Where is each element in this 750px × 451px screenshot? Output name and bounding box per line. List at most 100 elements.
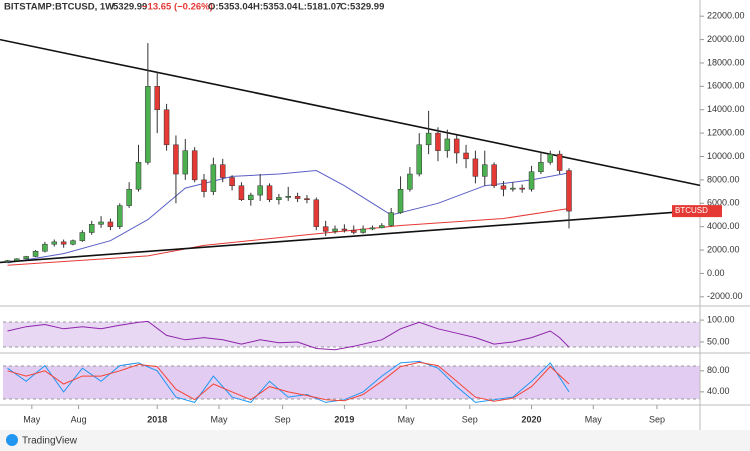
y-tick-label: 4000.00 bbox=[707, 221, 740, 231]
candle-body bbox=[276, 197, 282, 201]
candle-body bbox=[566, 170, 572, 212]
candle-body bbox=[32, 250, 39, 257]
y-tick-label: 18000.00 bbox=[707, 57, 745, 67]
candle-body bbox=[285, 196, 291, 198]
x-tick-label: Aug bbox=[71, 414, 87, 424]
candle-body bbox=[173, 144, 179, 175]
candle-body bbox=[379, 225, 385, 229]
stoch-tick-label: 40.00 bbox=[707, 386, 730, 396]
header-change: −13.65 (−0.26%) bbox=[142, 2, 213, 13]
y-tick-label: 22000.00 bbox=[707, 11, 745, 21]
y-tick-label: 12000.00 bbox=[707, 127, 745, 137]
candle-body bbox=[51, 241, 58, 245]
candle-body bbox=[313, 199, 320, 227]
x-tick-label: 2019 bbox=[334, 414, 354, 424]
header-close: C:5329.99 bbox=[340, 2, 384, 13]
rsi-tick-label: 50.00 bbox=[707, 336, 730, 346]
x-tick-label: Sep bbox=[649, 414, 665, 424]
candle-body bbox=[407, 173, 413, 190]
candle-body bbox=[397, 188, 404, 213]
stoch-line bbox=[7, 360, 570, 403]
header-low: L:5181.07 bbox=[298, 2, 341, 13]
candle-body bbox=[257, 185, 263, 196]
candle-body bbox=[79, 232, 86, 241]
stoch-band bbox=[3, 366, 700, 399]
candle-body bbox=[60, 241, 67, 245]
candle-body bbox=[201, 179, 207, 192]
candle-body bbox=[519, 187, 525, 190]
rsi-tick-label: 100.00 bbox=[707, 314, 735, 324]
y-tick-label: 0.00 bbox=[707, 268, 725, 278]
candle-body bbox=[117, 205, 123, 227]
candle-body bbox=[556, 153, 563, 171]
candle-body bbox=[70, 240, 76, 245]
candle-body bbox=[98, 221, 104, 225]
candle-body bbox=[453, 138, 460, 154]
y-tick-label: 6000.00 bbox=[707, 198, 740, 208]
header-high: H:5353.04 bbox=[253, 2, 298, 13]
candle-body bbox=[163, 109, 170, 146]
candle-body bbox=[360, 228, 366, 233]
header-symbol: BITSTAMP:BTCUSD, 1W bbox=[4, 2, 114, 13]
y-tick-label: 10000.00 bbox=[707, 151, 745, 161]
x-tick-label: May bbox=[398, 414, 416, 424]
y-tick-label: -2000.00 bbox=[707, 291, 743, 301]
candle-body bbox=[472, 158, 479, 177]
header: BITSTAMP:BTCUSD, 1W 5329.99 −13.65 (−0.2… bbox=[4, 2, 384, 13]
candle-body bbox=[444, 138, 451, 151]
candle-body bbox=[416, 144, 423, 175]
candle-body bbox=[266, 185, 273, 201]
candle-body bbox=[88, 224, 95, 233]
x-tick-label: May bbox=[210, 414, 228, 424]
candle-body bbox=[14, 258, 20, 261]
candle-body bbox=[182, 150, 189, 175]
y-tick-label: 16000.00 bbox=[707, 81, 745, 91]
stoch-line bbox=[7, 361, 570, 402]
y-tick-label: 2000.00 bbox=[707, 244, 740, 254]
y-tick-label: 20000.00 bbox=[707, 34, 745, 44]
candle-body bbox=[4, 260, 11, 262]
header-last: 5329.99 bbox=[113, 2, 147, 13]
stoch-tick-label: 80.00 bbox=[707, 365, 730, 375]
candle-body bbox=[341, 228, 348, 231]
candle-body bbox=[425, 132, 432, 146]
x-tick-label: May bbox=[585, 414, 603, 424]
candle-body bbox=[191, 150, 198, 181]
candle-body bbox=[491, 164, 497, 186]
footer-bar bbox=[0, 430, 750, 451]
candle-body bbox=[145, 86, 151, 163]
candle-body bbox=[229, 177, 235, 186]
candle-body bbox=[322, 226, 329, 232]
price-label: BTCUSD bbox=[675, 206, 708, 215]
candle-body bbox=[538, 162, 544, 172]
rsi-line bbox=[7, 320, 570, 351]
x-tick-label: Sep bbox=[462, 414, 478, 424]
candle-body bbox=[369, 227, 376, 230]
candle-body bbox=[435, 132, 441, 151]
candle-body bbox=[304, 198, 310, 201]
brand: TradingView bbox=[22, 436, 78, 447]
candle-body bbox=[500, 185, 507, 190]
candle-body bbox=[510, 187, 516, 190]
y-tick-label: 8000.00 bbox=[707, 174, 740, 184]
candle-body bbox=[463, 152, 469, 160]
moving-average bbox=[7, 169, 570, 264]
trendline bbox=[0, 38, 701, 187]
candle-body bbox=[248, 194, 254, 201]
candle-body bbox=[294, 196, 301, 199]
candle-body bbox=[350, 229, 357, 233]
brand-logo bbox=[6, 434, 18, 446]
x-tick-label: 2018 bbox=[147, 414, 167, 424]
candle-body bbox=[210, 164, 217, 192]
candle-body bbox=[135, 162, 142, 190]
candle-body bbox=[238, 185, 245, 201]
x-tick-label: Sep bbox=[275, 414, 291, 424]
candle-body bbox=[388, 212, 394, 226]
candle-body bbox=[126, 188, 132, 206]
candle-body bbox=[42, 243, 48, 252]
candle-body bbox=[154, 86, 160, 110]
rsi-band bbox=[3, 322, 700, 347]
header-open: O:5353.04 bbox=[208, 2, 254, 13]
candle-body bbox=[332, 228, 338, 232]
